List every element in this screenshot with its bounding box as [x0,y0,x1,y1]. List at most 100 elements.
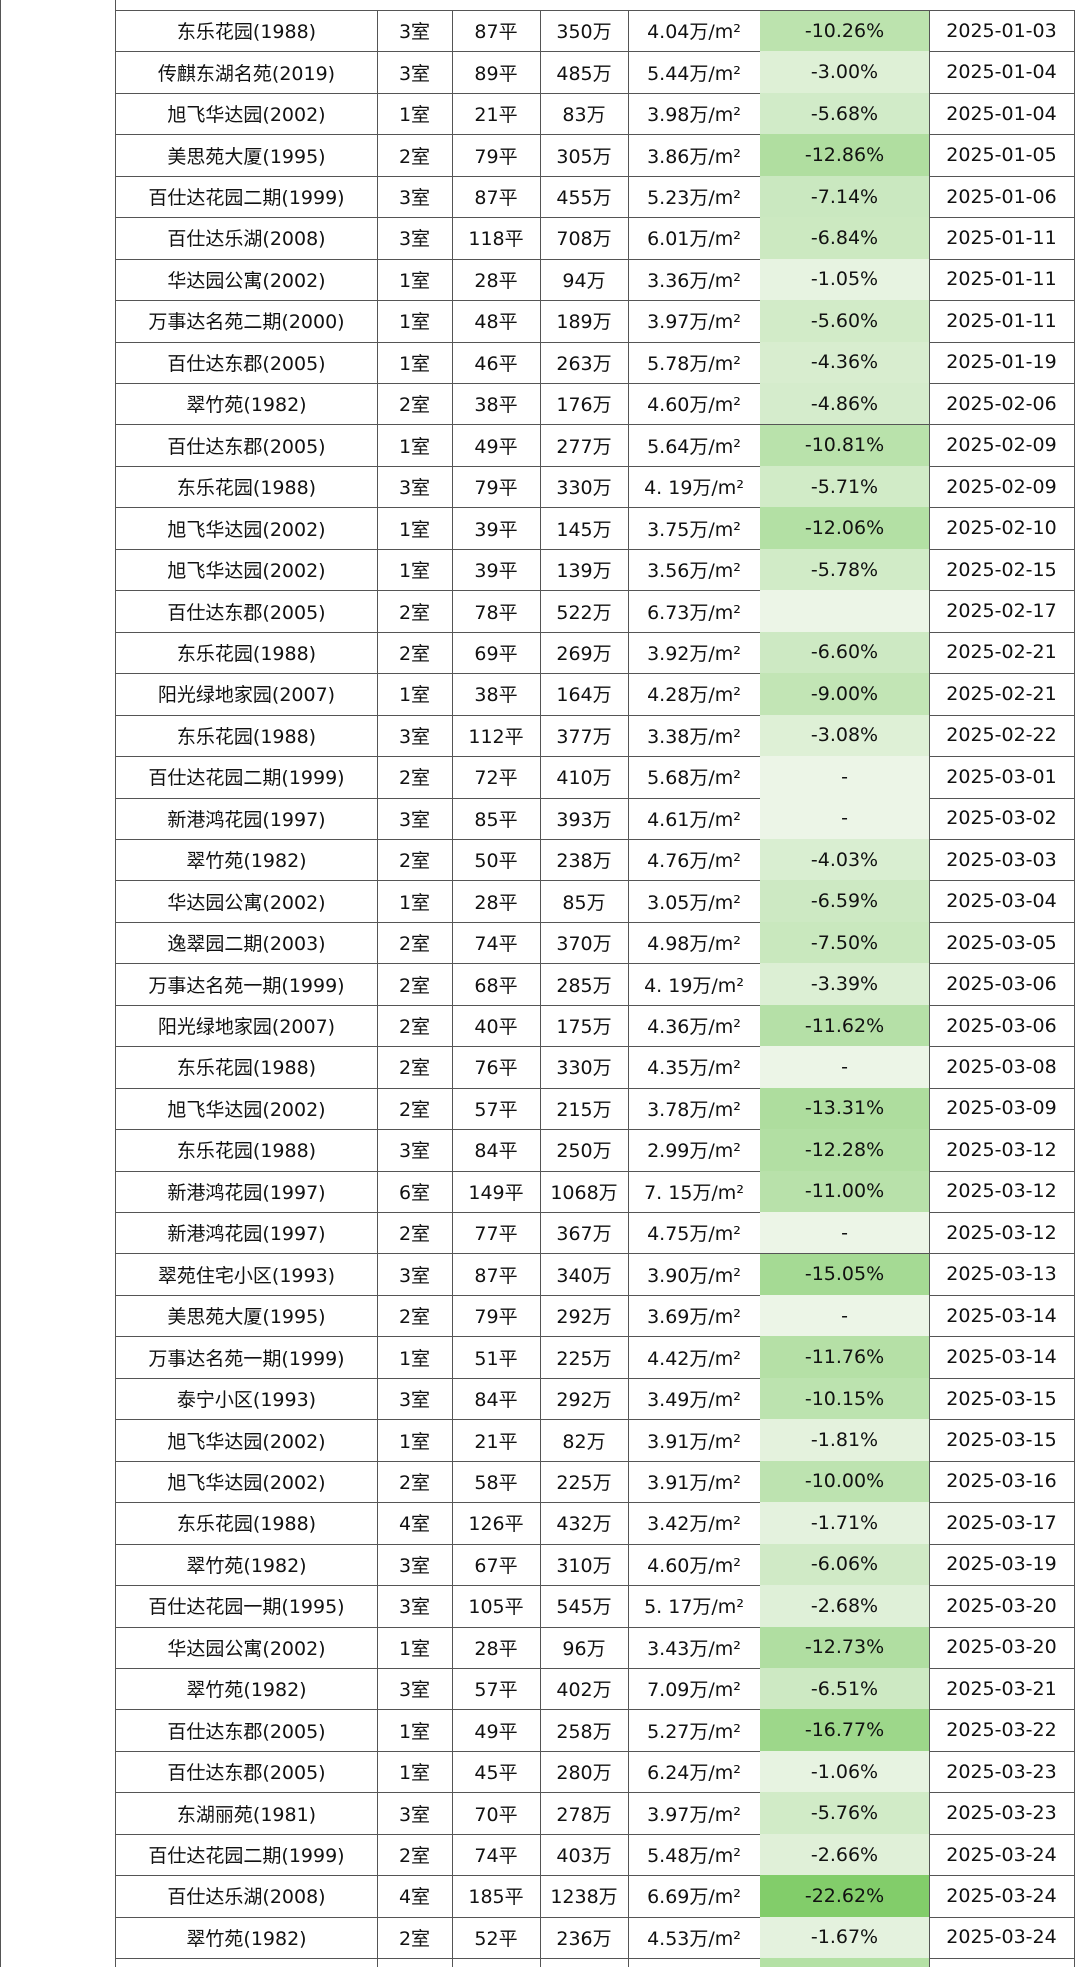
date-cell: 2025-01-11 [929,300,1075,343]
community-cell: 阳光绿地家园(2007) [116,1004,378,1048]
rooms-cell: 2室 [377,756,453,799]
community-cell: 翠竹苑(1982) [116,383,378,426]
price-cell: 350万 [540,10,629,53]
rooms-cell: 1室 [377,880,453,923]
community-cell: 东乐花园(1988) [116,10,378,53]
rooms-cell: 2室 [377,383,453,426]
date-cell: 2025-03-20 [929,1626,1075,1669]
rooms-cell: 3室 [377,217,453,260]
area-cell: 185平 [452,1875,541,1918]
price-change-cell: -5.68% [760,92,930,136]
price-cell: 485万 [540,51,629,94]
price-cell: 82万 [540,1419,629,1462]
price-change-cell: -3.08% [760,714,930,758]
price-cell: 280万 [540,1750,629,1794]
community-cell: 百仕达东郡(2005) [116,341,378,385]
price-cell: 432万 [540,1502,629,1545]
rooms-cell: 3室 [377,714,453,758]
rooms-cell: 3室 [377,1377,453,1421]
area-cell: 39平 [452,548,541,592]
price-change-cell: -6.60% [760,631,930,675]
price-cell: 285万 [540,963,629,1006]
area-cell: 79平 [452,465,541,509]
partial-row-cell [540,1958,629,1967]
rooms-cell: 1室 [377,1419,453,1462]
area-cell: 38平 [452,673,541,716]
price-change-cell: -2.68% [760,1585,930,1628]
rooms-cell: 1室 [377,507,453,550]
price-change-cell: -6.59% [760,880,930,923]
price-change-cell: -12.06% [760,507,930,550]
price-cell: 139万 [540,548,629,592]
price-change-cell: -4.36% [760,341,930,385]
price-cell: 367万 [540,1212,629,1255]
area-cell: 39平 [452,507,541,550]
community-cell: 旭飞华达园(2002) [116,507,378,550]
rooms-cell: 2室 [377,590,453,633]
unit-price-cell: 2.99万/m² [628,1129,761,1172]
community-cell: 旭飞华达园(2002) [116,1460,378,1504]
price-cell: 236万 [540,1916,629,1960]
date-cell: 2025-02-22 [929,714,1075,758]
date-cell: 2025-03-06 [929,1004,1075,1048]
area-cell: 57平 [452,1668,541,1711]
price-change-cell: -5.60% [760,300,930,343]
price-change-cell: -3.00% [760,51,930,94]
price-change-cell: -6.06% [760,1543,930,1587]
unit-price-cell: 4.76万/m² [628,839,761,882]
rooms-cell: 1室 [377,1750,453,1794]
unit-price-cell: 4.60万/m² [628,383,761,426]
price-change-cell: -12.73% [760,1626,930,1669]
price-change-cell: -12.28% [760,1129,930,1172]
rooms-cell: 1室 [377,92,453,136]
community-cell: 百仕达花园二期(1999) [116,175,378,219]
price-change-cell: -1.81% [760,1419,930,1462]
community-cell: 翠竹苑(1982) [116,1668,378,1711]
rooms-cell: 3室 [377,465,453,509]
community-cell: 美思苑大厦(1995) [116,134,378,177]
area-cell: 79平 [452,1294,541,1338]
price-change-cell: -5.78% [760,548,930,592]
area-cell: 21平 [452,1419,541,1462]
price-change-cell: -5.71% [760,465,930,509]
price-cell: 277万 [540,424,629,467]
price-change-cell: - [760,1294,930,1338]
unit-price-cell: 5.68万/m² [628,756,761,799]
price-change-cell: -10.15% [760,1377,930,1421]
area-cell: 68平 [452,963,541,1006]
unit-price-cell: 4.98万/m² [628,921,761,965]
price-change-cell: -22.62% [760,1875,930,1918]
date-cell: 2025-03-06 [929,963,1075,1006]
rooms-cell: 3室 [377,175,453,219]
date-cell: 2025-02-06 [929,383,1075,426]
community-cell: 百仕达花园二期(1999) [116,756,378,799]
date-cell: 2025-03-24 [929,1833,1075,1877]
area-cell: 58平 [452,1460,541,1504]
unit-price-cell: 3.36万/m² [628,258,761,302]
area-cell: 126平 [452,1502,541,1545]
rooms-cell: 1室 [377,1626,453,1669]
date-cell: 2025-03-09 [929,1087,1075,1131]
rooms-cell: 3室 [377,797,453,840]
price-cell: 292万 [540,1294,629,1338]
price-change-cell: -7.50% [760,921,930,965]
unit-price-cell: 4.75万/m² [628,1212,761,1255]
table-top-border [116,10,1074,11]
price-cell: 94万 [540,258,629,302]
date-cell: 2025-02-09 [929,424,1075,467]
unit-price-cell: 4.28万/m² [628,673,761,716]
community-cell: 东乐花园(1988) [116,631,378,675]
rooms-cell: 3室 [377,1792,453,1835]
community-cell: 华达园公寓(2002) [116,1626,378,1669]
area-cell: 21平 [452,92,541,136]
date-cell: 2025-03-23 [929,1750,1075,1794]
price-change-cell: -11.62% [760,1004,930,1048]
area-cell: 87平 [452,175,541,219]
date-cell: 2025-03-24 [929,1916,1075,1960]
date-cell: 2025-03-03 [929,839,1075,882]
rooms-cell: 3室 [377,1585,453,1628]
community-cell: 逸翠园二期(2003) [116,921,378,965]
area-cell: 69平 [452,631,541,675]
price-change-cell: -6.84% [760,217,930,260]
community-cell: 旭飞华达园(2002) [116,548,378,592]
